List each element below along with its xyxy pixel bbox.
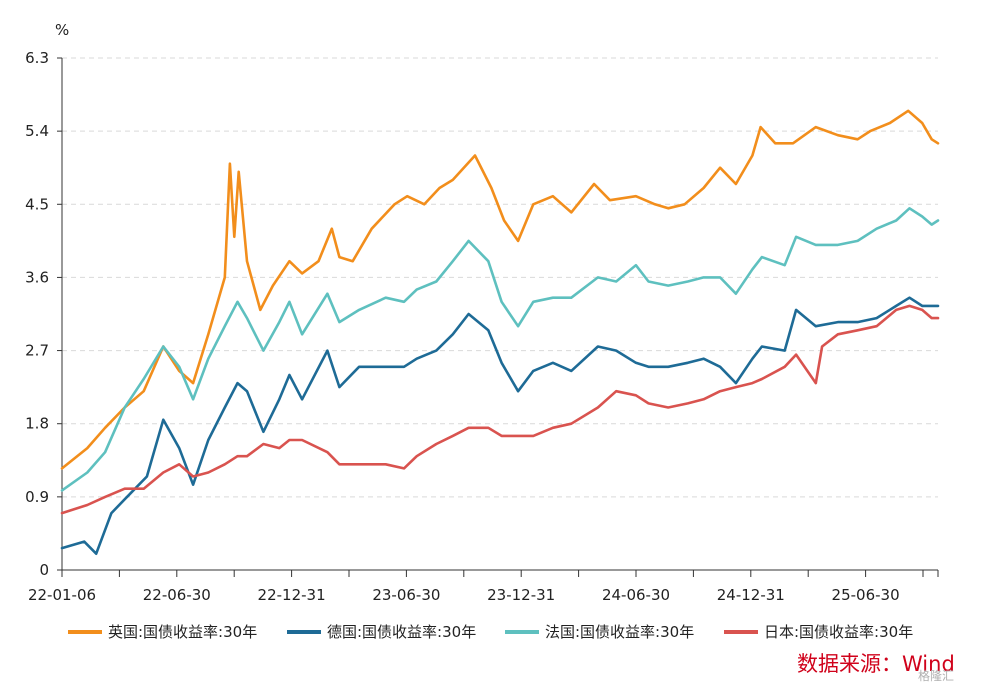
watermark: 格隆汇 bbox=[918, 669, 955, 683]
legend-label-1: 德国:国债收益率:30年 bbox=[327, 623, 476, 641]
y-tick-label: 6.3 bbox=[25, 49, 49, 67]
x-axis: 22-01-06 22-06-30 22-12-31 23-06-30 23-12-31… bbox=[28, 569, 939, 604]
x-tick-label: 24-12-31 bbox=[717, 586, 785, 604]
y-tick-label: 3.6 bbox=[25, 268, 49, 286]
y-unit-label: % bbox=[55, 21, 69, 39]
y-tick-label: 0 bbox=[39, 561, 49, 579]
y-tick-label: 4.5 bbox=[25, 195, 49, 213]
series-line-3 bbox=[60, 304, 940, 515]
x-tick-label: 23-06-30 bbox=[372, 586, 440, 604]
x-tick-label: 25-06-30 bbox=[832, 586, 900, 604]
y-tick-label: 5.4 bbox=[25, 122, 49, 140]
x-tick-label: 22-01-06 bbox=[28, 586, 96, 604]
legend-label-0: 英国:国债收益率:30年 bbox=[108, 623, 257, 641]
series-line-0 bbox=[60, 109, 940, 470]
x-tick-label: 22-06-30 bbox=[143, 586, 211, 604]
x-tick-label: 22-12-31 bbox=[258, 586, 326, 604]
y-tick-label: 0.9 bbox=[25, 488, 49, 506]
grid-lines bbox=[62, 57, 938, 498]
y-axis-ticks: 0 0.9 1.8 2.7 3.6 4.5 5.4 6.3 bbox=[25, 49, 63, 579]
series-lines bbox=[60, 109, 940, 555]
legend: 英国:国债收益率:30年 德国:国债收益率:30年 法国:国债收益率:30年 日本:国… bbox=[68, 623, 913, 641]
y-tick-label: 1.8 bbox=[25, 415, 49, 433]
x-tick-label: 23-12-31 bbox=[487, 586, 555, 604]
series-line-1 bbox=[60, 296, 940, 555]
y-tick-label: 2.7 bbox=[25, 342, 49, 360]
series-line-2 bbox=[60, 207, 940, 492]
legend-label-3: 日本:国债收益率:30年 bbox=[764, 623, 913, 641]
legend-label-2: 法国:国债收益率:30年 bbox=[545, 623, 694, 641]
x-tick-label: 24-06-30 bbox=[602, 586, 670, 604]
data-source-note: 数据来源：Wind bbox=[797, 652, 955, 676]
